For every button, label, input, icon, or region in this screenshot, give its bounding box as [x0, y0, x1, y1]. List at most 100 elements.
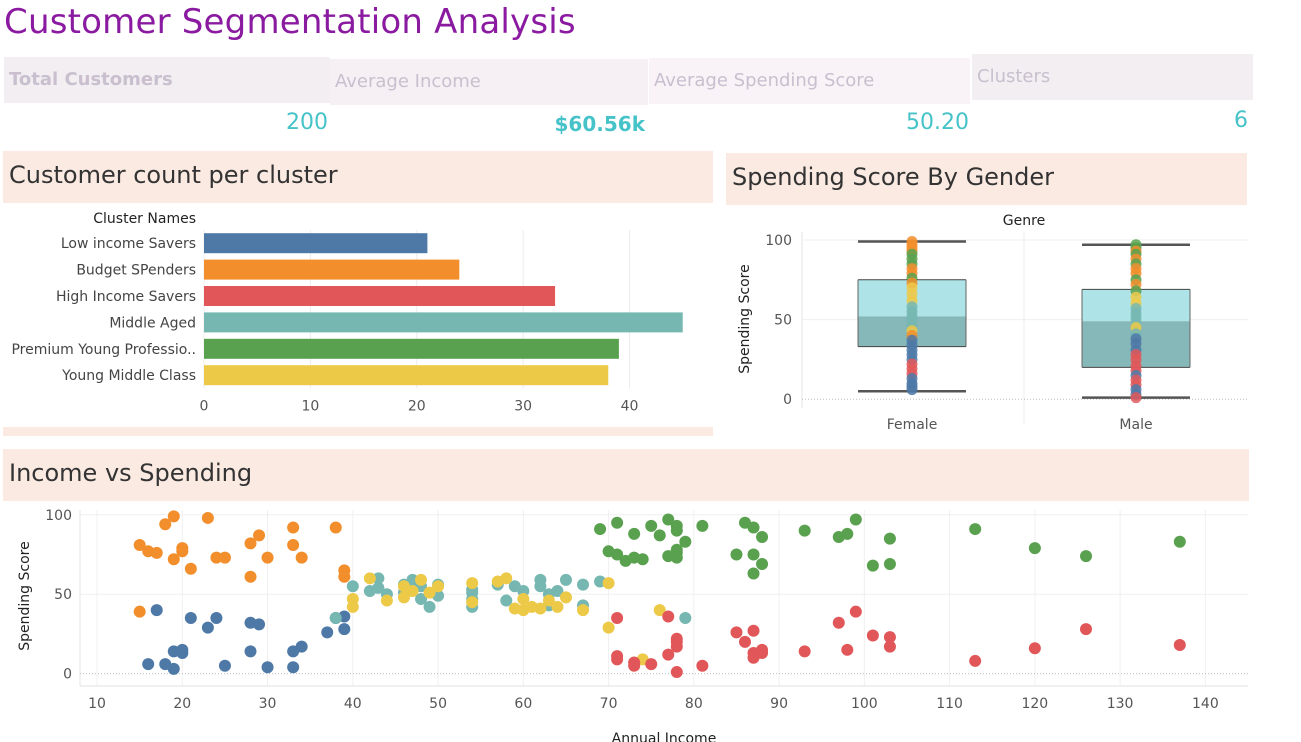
scatter-point[interactable] — [756, 646, 769, 659]
scatter-point[interactable] — [662, 513, 675, 526]
scatter-point[interactable] — [363, 572, 376, 585]
bar-mark[interactable] — [204, 338, 619, 359]
scatter-point[interactable] — [645, 519, 658, 532]
scatter-point[interactable] — [841, 527, 854, 540]
scatter-point[interactable] — [295, 551, 308, 564]
bar-mark[interactable] — [204, 259, 460, 280]
scatter-point[interactable] — [210, 551, 223, 564]
scatter-point[interactable] — [559, 591, 572, 604]
scatter-point[interactable] — [756, 558, 769, 571]
scatter-point[interactable] — [730, 626, 743, 639]
scatter-point[interactable] — [841, 643, 854, 656]
scatter-point[interactable] — [611, 516, 624, 529]
scatter-point[interactable] — [730, 548, 743, 561]
scatter-point[interactable] — [287, 661, 300, 674]
scatter-point[interactable] — [756, 531, 769, 544]
scatter-point[interactable] — [244, 645, 257, 658]
scatter-point[interactable] — [372, 572, 385, 585]
scatter-point[interactable] — [1080, 550, 1093, 563]
scatter-point[interactable] — [542, 594, 555, 607]
scatter-point[interactable] — [534, 602, 547, 615]
scatter-point[interactable] — [679, 535, 692, 548]
scatter-point[interactable] — [1173, 535, 1186, 548]
scatter-point[interactable] — [133, 605, 146, 618]
scatter-point[interactable] — [747, 624, 760, 637]
scatter-point[interactable] — [218, 659, 231, 672]
scatter-point[interactable] — [517, 592, 530, 605]
scatter-point[interactable] — [670, 519, 683, 532]
scatter-point[interactable] — [406, 585, 419, 598]
scatter-point[interactable] — [534, 580, 547, 593]
scatter-point[interactable] — [210, 612, 223, 625]
bar-mark[interactable] — [204, 312, 683, 333]
scatter-point[interactable] — [159, 518, 172, 531]
bar-mark[interactable] — [204, 286, 556, 306]
scatter-point[interactable] — [500, 594, 513, 607]
scatter-point[interactable] — [679, 612, 692, 625]
scatter-point[interactable] — [423, 586, 436, 599]
scatter-point[interactable] — [670, 666, 683, 679]
scatter-point[interactable] — [500, 572, 513, 585]
bar-mark[interactable] — [204, 365, 609, 386]
scatter-point[interactable] — [969, 654, 982, 667]
bar-mark[interactable] — [204, 233, 428, 254]
box-point[interactable] — [906, 384, 918, 396]
scatter-point[interactable] — [346, 600, 359, 613]
scatter-point[interactable] — [602, 621, 615, 634]
scatter-point[interactable] — [883, 631, 896, 644]
scatter-point[interactable] — [218, 551, 231, 564]
scatter-point[interactable] — [849, 605, 862, 618]
scatter-point[interactable] — [696, 519, 709, 532]
scatter-point[interactable] — [167, 553, 180, 566]
scatter-point[interactable] — [397, 591, 410, 604]
scatter-point[interactable] — [176, 646, 189, 659]
scatter-point[interactable] — [645, 658, 658, 671]
scatter-point[interactable] — [133, 538, 146, 551]
scatter-point[interactable] — [969, 523, 982, 536]
scatter-point[interactable] — [380, 594, 393, 607]
scatter-point[interactable] — [244, 537, 257, 550]
scatter-point[interactable] — [577, 578, 590, 591]
scatter-point[interactable] — [261, 551, 274, 564]
scatter-point[interactable] — [866, 559, 879, 572]
scatter-point[interactable] — [1080, 623, 1093, 636]
scatter-point[interactable] — [611, 612, 624, 625]
scatter-point[interactable] — [849, 513, 862, 526]
box-point[interactable] — [1130, 392, 1142, 404]
scatter-point[interactable] — [551, 585, 564, 598]
scatter-point[interactable] — [261, 661, 274, 674]
scatter-point[interactable] — [866, 629, 879, 642]
scatter-point[interactable] — [176, 542, 189, 555]
scatter-point[interactable] — [798, 645, 811, 658]
scatter-point[interactable] — [167, 662, 180, 675]
scatter-point[interactable] — [883, 532, 896, 545]
scatter-point[interactable] — [406, 573, 419, 586]
scatter-point[interactable] — [747, 521, 760, 534]
scatter-point[interactable] — [628, 656, 641, 669]
scatter-point[interactable] — [466, 586, 479, 599]
scatter-point[interactable] — [832, 616, 845, 629]
scatter-point[interactable] — [338, 570, 351, 583]
scatter-point[interactable] — [611, 653, 624, 666]
scatter-point[interactable] — [747, 567, 760, 580]
scatter-point[interactable] — [883, 558, 896, 571]
scatter-point[interactable] — [184, 612, 197, 625]
scatter-point[interactable] — [883, 640, 896, 653]
scatter-point[interactable] — [346, 580, 359, 593]
scatter-point[interactable] — [423, 600, 436, 613]
scatter-point[interactable] — [653, 529, 666, 542]
scatter-point[interactable] — [329, 612, 342, 625]
scatter-point[interactable] — [201, 511, 214, 524]
scatter-point[interactable] — [150, 546, 163, 559]
scatter-point[interactable] — [329, 521, 342, 534]
scatter-point[interactable] — [738, 635, 751, 648]
scatter-point[interactable] — [415, 592, 428, 605]
scatter-point[interactable] — [253, 618, 266, 631]
scatter-point[interactable] — [167, 510, 180, 523]
scatter-point[interactable] — [611, 548, 624, 561]
scatter-point[interactable] — [670, 635, 683, 648]
scatter-point[interactable] — [201, 621, 214, 634]
scatter-point[interactable] — [321, 626, 334, 639]
scatter-point[interactable] — [184, 562, 197, 575]
scatter-point[interactable] — [142, 658, 155, 671]
